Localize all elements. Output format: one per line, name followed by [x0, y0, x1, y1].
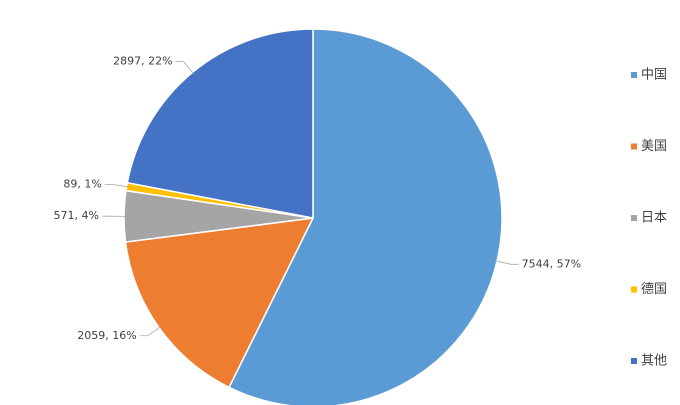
legend-text: 其他	[641, 354, 667, 369]
legend-swatch	[631, 143, 637, 150]
data-label: 2059, 16%	[77, 329, 136, 342]
legend-text: 日本	[641, 211, 667, 226]
legend-text: 美国	[641, 139, 667, 154]
data-label: 89, 1%	[63, 177, 101, 190]
leader-line	[494, 260, 519, 265]
legend-swatch	[631, 215, 637, 221]
leader-line	[104, 183, 129, 188]
legend-swatch	[631, 358, 637, 364]
leader-line	[139, 326, 161, 337]
leader-line	[175, 61, 195, 75]
legend-swatch	[631, 72, 637, 78]
legend-swatch	[631, 286, 637, 293]
data-label: 7544, 57%	[522, 257, 581, 270]
legend-text: 德国	[641, 282, 667, 297]
legend-text: 中国	[641, 68, 667, 83]
data-label: 571, 4%	[54, 209, 99, 222]
data-label: 2897, 22%	[113, 55, 172, 68]
